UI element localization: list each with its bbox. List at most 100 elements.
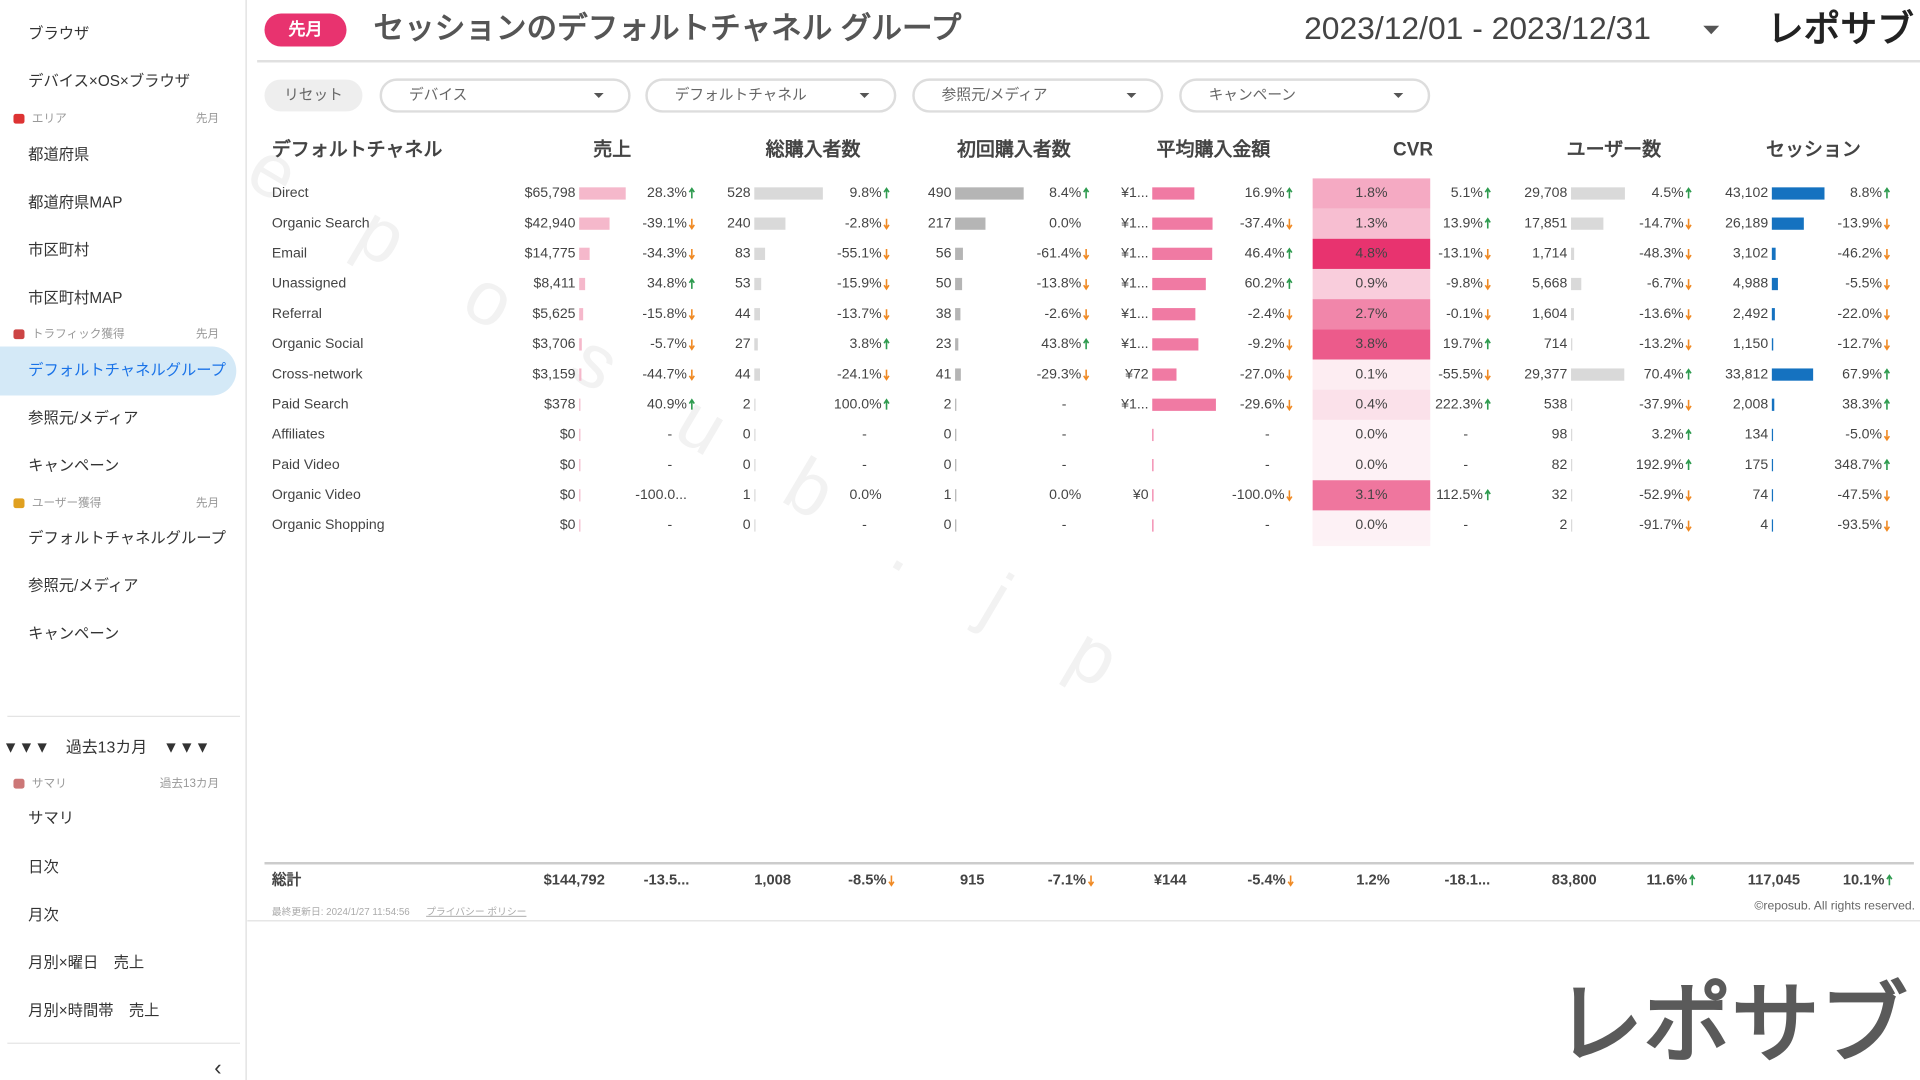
change-rate: - (667, 516, 672, 532)
cell-value: ¥0 (1132, 486, 1149, 502)
dropdown-arrow[interactable] (859, 93, 870, 98)
cell-value: 3,102 (1733, 245, 1768, 261)
cell-value: 714 (1544, 335, 1568, 351)
cvr-heat-cell (1312, 359, 1431, 390)
inline-bar (754, 277, 762, 291)
change-rate: -2.6% (1044, 305, 1081, 321)
cvr-value: 1.3% (1355, 214, 1388, 230)
privacy-link[interactable]: プライバシー ポリシー (426, 906, 526, 918)
column-header[interactable]: 総購入者数 (766, 138, 862, 161)
change-rate: -13.8% (1037, 275, 1082, 291)
section-icon (13, 498, 25, 509)
menu-item[interactable]: 都道府県 (28, 147, 89, 164)
menu-item[interactable]: デフォルトチャネルグループ (28, 361, 226, 379)
inline-bar (955, 368, 961, 381)
column-header[interactable]: ユーザー数 (1567, 138, 1662, 161)
cell-value: 1 (944, 486, 952, 502)
trend-down-arrow (883, 279, 890, 291)
menu-item[interactable]: 日次 (28, 859, 59, 876)
trend-down-arrow (1685, 248, 1692, 261)
filter-label[interactable]: キャンペーン (1209, 87, 1296, 103)
channel-name: Email (272, 245, 307, 261)
menu-item[interactable]: デバイス×OS×ブラウザ (28, 72, 190, 90)
change-rate: -13.7% (837, 305, 882, 321)
change-rate: -9.8% (1446, 275, 1483, 291)
cell-value: 538 (1544, 395, 1568, 411)
cell-value: 33,812 (1725, 365, 1768, 381)
column-header[interactable]: セッション (1766, 140, 1861, 161)
cell-value: 4,988 (1733, 275, 1768, 291)
change-rate: -61.4% (1037, 245, 1082, 261)
change-rate: 3.2% (1652, 426, 1685, 442)
menu-item[interactable]: キャンペーン (28, 625, 119, 642)
filter-label[interactable]: デバイス (409, 85, 467, 103)
dropdown-arrow[interactable] (1126, 93, 1137, 98)
change-rate: -46.2% (1837, 245, 1882, 261)
filter-label[interactable]: デフォルトチャネル (675, 85, 807, 103)
channel-name: Referral (272, 305, 322, 321)
inline-bar (1771, 519, 1774, 532)
reset-label[interactable]: リセット (284, 87, 343, 103)
change-rate: -55.1% (837, 245, 882, 261)
trend-up-arrow (1883, 398, 1891, 410)
filter-dropdown[interactable] (379, 78, 631, 113)
reset-button[interactable] (264, 79, 363, 112)
change-rate: -29.3% (1037, 365, 1082, 381)
change-rate: 100.0% (834, 395, 882, 411)
dropdown-arrow[interactable] (593, 93, 604, 98)
channel-name: Paid Video (272, 456, 340, 472)
dropdown-arrow[interactable] (1393, 93, 1404, 98)
menu-item[interactable]: 月別×時間帯 売上 (28, 1002, 159, 1019)
channel-name: Direct (272, 184, 309, 200)
trend-down-arrow (1083, 369, 1090, 381)
menu-item[interactable]: 月別×曜日 売上 (28, 955, 144, 972)
menu-item[interactable]: ブラウザ (28, 24, 89, 42)
date-range[interactable]: 2023/12/01 - 2023/12/31 (1304, 10, 1651, 46)
menu-item[interactable]: キャンペーン (28, 458, 119, 475)
trend-down-arrow (1083, 309, 1090, 321)
filter-dropdown[interactable] (912, 78, 1164, 113)
cvr-value: 3.8% (1355, 335, 1388, 351)
change-rate: -8.5% (848, 872, 886, 888)
cell-value: 17,851 (1524, 214, 1567, 230)
cvr-heat-cell (1312, 450, 1431, 481)
trend-up-arrow (1883, 187, 1891, 199)
change-rate: 4.5% (1652, 184, 1685, 200)
menu-item[interactable]: サマリ (28, 810, 74, 827)
column-header[interactable]: 初回購入者数 (956, 138, 1072, 161)
filter-dropdown[interactable] (645, 78, 897, 113)
trend-up-arrow (1286, 247, 1293, 259)
menu-item[interactable]: 市区町村 (28, 242, 89, 259)
column-header[interactable]: 平均購入金額 (1157, 138, 1272, 161)
inline-bar (1771, 428, 1774, 442)
date-dropdown-arrow[interactable] (1703, 25, 1720, 35)
trend-down-arrow (1286, 399, 1293, 412)
inline-bar (754, 368, 760, 381)
change-rate: 28.3% (647, 184, 687, 200)
menu-item[interactable]: デフォルトチャネルグループ (28, 529, 226, 547)
cell-value: 32 (1552, 486, 1568, 502)
column-header[interactable]: 売上 (593, 138, 631, 161)
menu-item[interactable]: 参照元/メディア (28, 409, 138, 427)
menu-item[interactable]: 月次 (28, 907, 59, 924)
cvr-value: 0.9% (1355, 275, 1388, 291)
period-divider: ▼▼▼ 過去13カ月 ▼▼▼ (3, 738, 211, 756)
inline-bar (1571, 338, 1573, 351)
filter-label[interactable]: 参照元/メディア (942, 85, 1048, 103)
filter-dropdown[interactable] (1179, 78, 1431, 113)
change-rate: -5.4% (1247, 872, 1285, 888)
collapse-button[interactable]: ‹ (214, 1055, 221, 1080)
menu-item[interactable]: 参照元/メディア (28, 577, 138, 595)
trend-down-arrow (1883, 520, 1891, 532)
column-header[interactable]: CVR (1393, 140, 1433, 161)
inline-bar (579, 277, 586, 291)
menu-item[interactable]: 市区町村MAP (28, 290, 122, 307)
total-value: 915 (960, 872, 985, 888)
logo: レポサブ (1767, 9, 1914, 50)
inline-bar (579, 338, 582, 351)
change-rate: - (862, 426, 867, 442)
menu-item[interactable]: 都道府県MAP (28, 194, 122, 211)
inline-bar (1771, 247, 1776, 260)
trend-down-arrow (1286, 309, 1293, 321)
